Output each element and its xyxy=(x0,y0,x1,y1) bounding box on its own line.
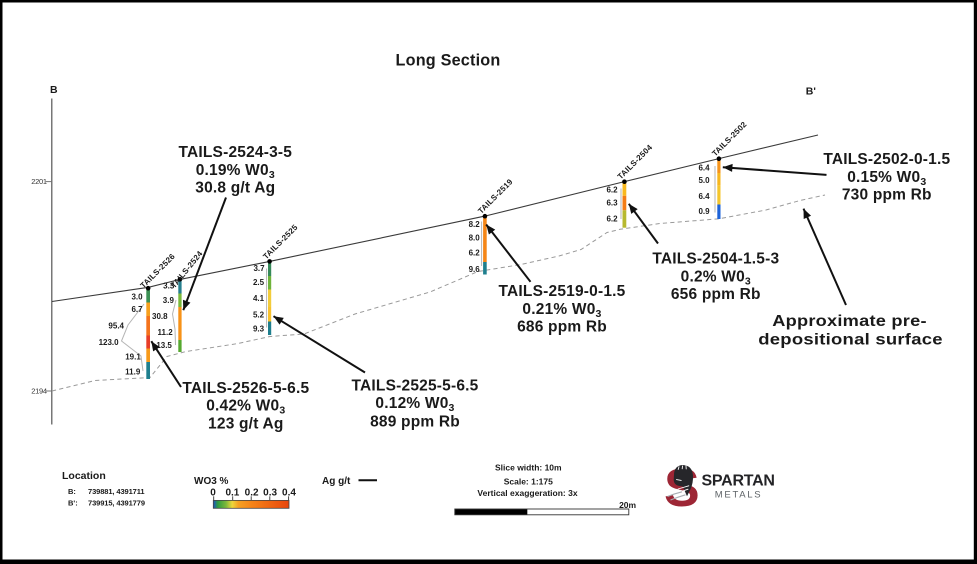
svg-text:0.42% W03: 0.42% W03 xyxy=(206,398,285,417)
svg-text:Location: Location xyxy=(62,470,106,482)
svg-text:9.3: 9.3 xyxy=(253,324,265,333)
svg-text:30.8 g/t Ag: 30.8 g/t Ag xyxy=(195,180,275,197)
svg-text:4.1: 4.1 xyxy=(253,294,265,303)
svg-text:6.2: 6.2 xyxy=(606,215,618,224)
svg-text:11.9: 11.9 xyxy=(125,367,141,376)
svg-text:123 g/t Ag: 123 g/t Ag xyxy=(208,416,284,433)
svg-text:6.4: 6.4 xyxy=(698,163,710,172)
svg-text:Long Section: Long Section xyxy=(396,52,501,70)
svg-text:depositional surface: depositional surface xyxy=(758,331,943,348)
svg-text:B': B' xyxy=(806,86,816,98)
svg-text:TAILS-2504-1.5-3: TAILS-2504-1.5-3 xyxy=(652,250,779,267)
svg-text:30.8: 30.8 xyxy=(152,312,168,321)
svg-text:19.1: 19.1 xyxy=(125,352,141,361)
svg-text:20m: 20m xyxy=(619,500,636,510)
svg-text:0: 0 xyxy=(210,487,216,498)
svg-text:2201: 2201 xyxy=(31,177,47,186)
svg-text:METALS: METALS xyxy=(715,489,763,500)
svg-text:6.7: 6.7 xyxy=(131,305,143,314)
svg-text:0.12% W03: 0.12% W03 xyxy=(375,395,454,414)
svg-text:11.2: 11.2 xyxy=(158,328,174,337)
svg-text:B: B xyxy=(50,84,58,96)
svg-text:686 ppm Rb: 686 ppm Rb xyxy=(517,319,607,336)
svg-text:0.4: 0.4 xyxy=(282,487,296,498)
svg-text:6.2: 6.2 xyxy=(606,186,618,195)
svg-text:0.3: 0.3 xyxy=(263,487,277,498)
svg-text:6.3: 6.3 xyxy=(606,199,618,208)
svg-text:Ag g/t: Ag g/t xyxy=(322,476,351,487)
svg-text:TAILS-2525-5-6.5: TAILS-2525-5-6.5 xyxy=(352,377,479,394)
svg-text:SPARTAN: SPARTAN xyxy=(702,473,775,490)
svg-text:656 ppm Rb: 656 ppm Rb xyxy=(671,286,761,303)
svg-text:2.5: 2.5 xyxy=(253,278,265,287)
svg-text:9.6: 9.6 xyxy=(469,265,481,274)
svg-text:TAILS-2526-5-6.5: TAILS-2526-5-6.5 xyxy=(182,380,309,397)
svg-text:8.2: 8.2 xyxy=(469,220,481,229)
svg-text:0.15% W03: 0.15% W03 xyxy=(847,169,926,188)
svg-text:3.9: 3.9 xyxy=(163,296,175,305)
svg-text:TAILS-2519-0-1.5: TAILS-2519-0-1.5 xyxy=(499,283,626,300)
svg-text:739915, 4391779: 739915, 4391779 xyxy=(88,499,145,508)
svg-text:0.2: 0.2 xyxy=(245,487,259,498)
svg-text:5.0: 5.0 xyxy=(698,176,710,185)
svg-text:2194: 2194 xyxy=(31,387,47,396)
svg-text:3.0: 3.0 xyxy=(131,292,143,301)
svg-text:3.3: 3.3 xyxy=(163,282,175,291)
svg-text:95.4: 95.4 xyxy=(108,322,124,331)
svg-text:6.4: 6.4 xyxy=(698,192,710,201)
svg-text:0.19% W03: 0.19% W03 xyxy=(196,162,275,181)
svg-text:8.0: 8.0 xyxy=(469,234,481,243)
svg-text:0.1: 0.1 xyxy=(225,487,239,498)
svg-text:B:: B: xyxy=(68,487,76,496)
svg-text:13.5: 13.5 xyxy=(156,341,172,350)
svg-text:WO3 %: WO3 % xyxy=(194,476,229,487)
svg-text:6.2: 6.2 xyxy=(469,249,481,258)
svg-text:Scale: 1:175: Scale: 1:175 xyxy=(504,476,553,486)
svg-text:Slice width: 10m: Slice width: 10m xyxy=(495,462,562,472)
svg-text:0.2% W03: 0.2% W03 xyxy=(681,269,751,288)
svg-text:B':: B': xyxy=(68,499,78,508)
svg-text:0.9: 0.9 xyxy=(698,207,710,216)
svg-text:TAILS-2524-3-5: TAILS-2524-3-5 xyxy=(178,144,292,161)
svg-text:Approximate pre-: Approximate pre- xyxy=(772,313,927,330)
svg-text:3.7: 3.7 xyxy=(253,264,265,273)
svg-text:5.2: 5.2 xyxy=(253,310,265,319)
svg-text:739881, 4391711: 739881, 4391711 xyxy=(88,487,144,496)
svg-text:0.21% W03: 0.21% W03 xyxy=(522,301,601,320)
svg-text:Vertical exaggeration: 3x: Vertical exaggeration: 3x xyxy=(477,488,577,498)
svg-text:TAILS-2502-0-1.5: TAILS-2502-0-1.5 xyxy=(823,151,950,168)
svg-text:889 ppm Rb: 889 ppm Rb xyxy=(370,413,460,430)
svg-text:123.0: 123.0 xyxy=(99,338,120,347)
svg-text:730 ppm Rb: 730 ppm Rb xyxy=(842,187,932,204)
